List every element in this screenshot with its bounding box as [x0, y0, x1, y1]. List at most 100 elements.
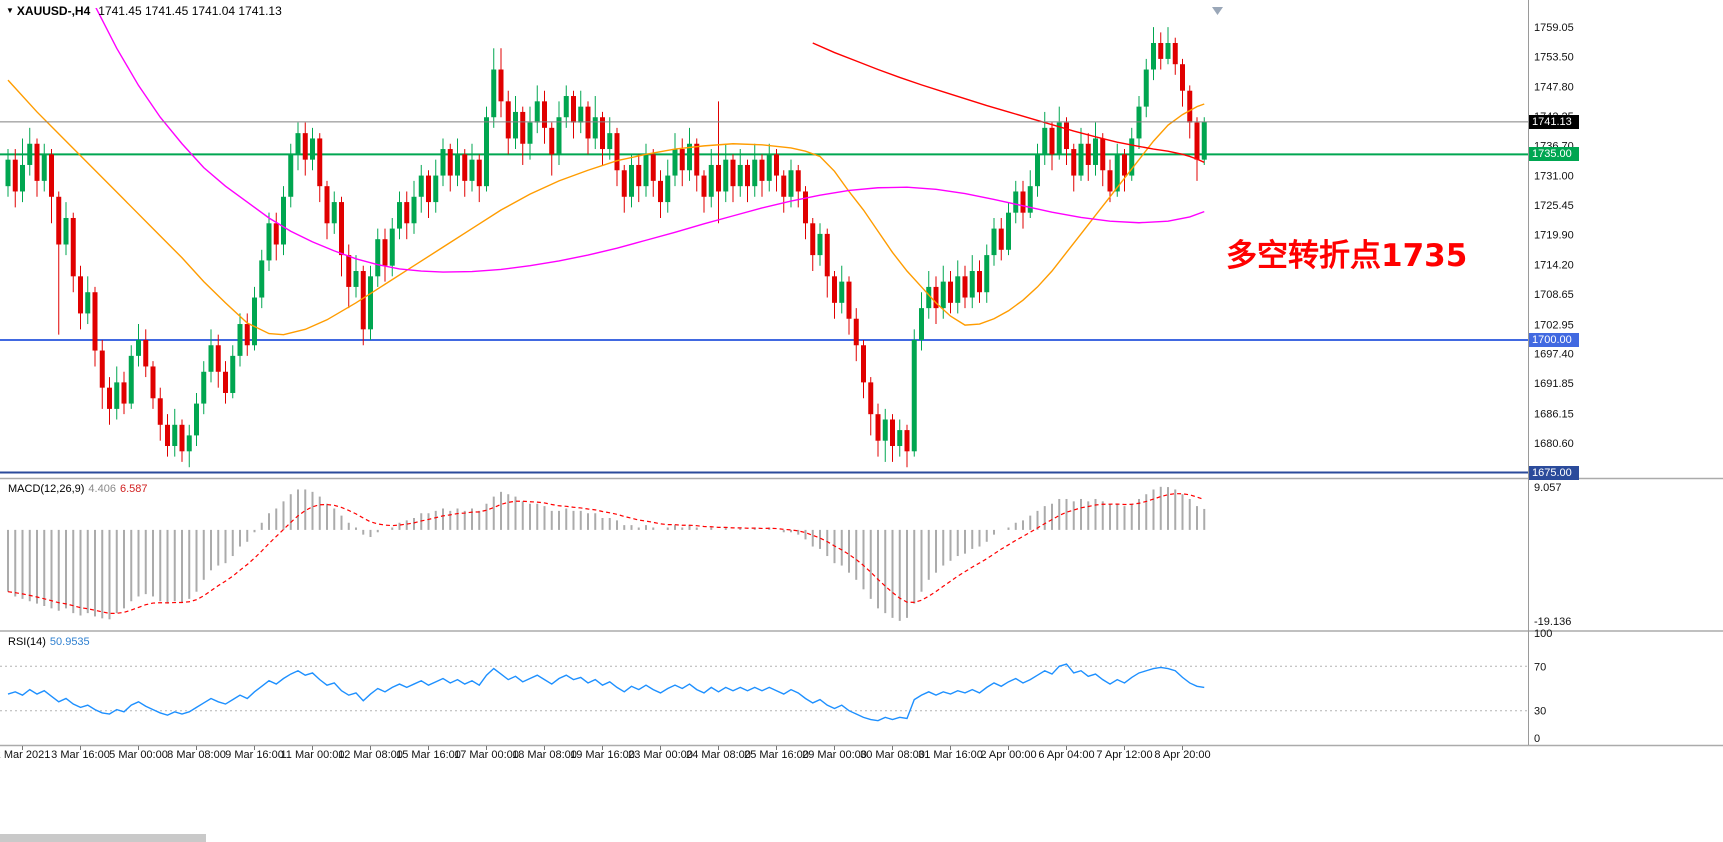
candle-bearish — [462, 154, 468, 181]
candle-bullish — [5, 159, 11, 187]
time-axis-label: 6 Apr 04:00 — [1038, 749, 1094, 761]
candle-bullish — [397, 202, 402, 229]
candle-bullish — [114, 382, 120, 409]
rsi-line — [7, 663, 1205, 722]
candle-bullish — [752, 159, 758, 187]
candle-bullish — [433, 175, 439, 203]
candle-bearish — [121, 382, 127, 404]
candle-bearish — [781, 175, 787, 197]
time-scale[interactable] — [0, 746, 1723, 764]
price-tick-label: 1731.00 — [1534, 171, 1574, 183]
candle-bullish — [172, 424, 178, 447]
price-tick-label: 1747.80 — [1534, 81, 1574, 93]
candle-bearish — [694, 143, 700, 176]
candle-bearish — [498, 69, 504, 102]
price-marker-1741.13: 1741.13 — [1529, 114, 1579, 129]
rsi-panel-surface[interactable] — [0, 632, 1528, 745]
candle-bullish — [1136, 106, 1142, 139]
candle-bearish — [360, 271, 366, 330]
candle-bearish — [1107, 170, 1113, 192]
candle-bullish — [41, 154, 47, 181]
ohlc-quote-label: 1741.45 1741.45 1741.04 1741.13 — [98, 4, 282, 18]
candle-bullish — [1151, 42, 1156, 70]
chart-title: ▼ XAUUSD-,H4 1741.45 1741.45 1741.04 1741.… — [6, 4, 282, 18]
candle-bullish — [201, 371, 207, 404]
candle-bullish — [643, 154, 649, 187]
candle-bearish — [12, 159, 18, 192]
macd-axis-label: -19.136 — [1534, 616, 1571, 628]
candle-bearish — [157, 398, 163, 425]
candle-bearish — [223, 371, 228, 393]
chart-shift-marker-icon[interactable] — [1212, 7, 1223, 15]
candle-bearish — [520, 111, 526, 144]
price-marker-1675.00: 1675.00 — [1529, 465, 1579, 480]
candle-bearish — [542, 101, 547, 128]
candle-bearish — [701, 175, 707, 197]
candle-bullish — [1093, 138, 1098, 165]
candle-bearish — [302, 133, 308, 160]
candle-bearish — [1180, 64, 1185, 91]
candle-bullish — [897, 430, 903, 447]
candle-bearish — [1064, 122, 1069, 150]
candle-bullish — [723, 159, 729, 192]
candle-bearish — [868, 382, 874, 415]
candle-bearish — [346, 255, 352, 287]
time-axis-label: 5 Mar 00:00 — [109, 749, 168, 761]
candle-bearish — [1172, 42, 1178, 65]
candle-bearish — [404, 202, 410, 224]
macd-panel-surface[interactable] — [0, 479, 1528, 631]
candle-bullish — [389, 228, 395, 266]
candle-bullish — [310, 138, 315, 160]
price-scale[interactable] — [1528, 0, 1723, 745]
candle-bullish — [1027, 186, 1033, 213]
candle-bullish — [919, 308, 924, 340]
candle-bearish — [143, 339, 149, 367]
candle-bearish — [658, 180, 663, 203]
candle-bearish — [476, 159, 482, 187]
candle-bullish — [252, 297, 257, 346]
candle-bullish — [295, 133, 301, 155]
price-tick-label: 1759.05 — [1534, 22, 1574, 34]
candle-bullish — [839, 281, 845, 303]
price-tick-label: 1697.40 — [1534, 349, 1574, 361]
macd-indicator-label: MACD(12,26,9) 4.406 6.587 — [8, 483, 151, 495]
time-axis-label: 8 Mar 08:00 — [167, 749, 226, 761]
candle-bullish — [708, 164, 714, 197]
rsi-indicator-label: RSI(14) 50.9535 — [8, 636, 94, 648]
macd-name: MACD(12,26,9) — [8, 483, 85, 495]
candle-bearish — [571, 96, 576, 123]
candle-bullish — [578, 106, 584, 123]
candle-bearish — [853, 318, 859, 346]
time-axis-label: 30 Mar 08:00 — [860, 749, 925, 761]
time-axis-label: 24 Mar 08:00 — [686, 749, 751, 761]
candle-bullish — [281, 196, 286, 245]
ma-magenta-line — [95, 8, 1205, 273]
candle-bullish — [266, 223, 272, 261]
candle-bullish — [665, 175, 671, 203]
candle-bullish — [969, 271, 975, 298]
time-axis-label: 15 Mar 16:00 — [396, 749, 461, 761]
candle-bearish — [339, 202, 344, 256]
candle-bullish — [737, 164, 743, 187]
candle-bearish — [1071, 149, 1077, 176]
time-axis-label: 7 Apr 12:00 — [1096, 749, 1152, 761]
candle-bullish — [672, 149, 678, 176]
time-axis-label: 8 Apr 20:00 — [1154, 749, 1210, 761]
candle-bearish — [426, 175, 431, 203]
candle-bearish — [904, 430, 910, 452]
rsi-axis-label: 70 — [1534, 661, 1546, 673]
symbol-period-label: XAUUSD-,H4 — [16, 4, 91, 18]
candle-bearish — [600, 117, 605, 150]
price-tick-label: 1725.45 — [1534, 200, 1574, 212]
price-tick-label: 1753.50 — [1534, 51, 1574, 63]
macd-axis-label: 9.057 — [1534, 482, 1562, 494]
candle-bearish — [1187, 90, 1193, 123]
candle-bearish — [505, 101, 511, 139]
candle-bearish — [99, 350, 105, 388]
candle-bearish — [1194, 122, 1200, 160]
candle-bearish — [215, 345, 221, 372]
candle-bullish — [353, 271, 359, 287]
candle-bullish — [20, 164, 25, 192]
candle-bearish — [34, 143, 40, 181]
